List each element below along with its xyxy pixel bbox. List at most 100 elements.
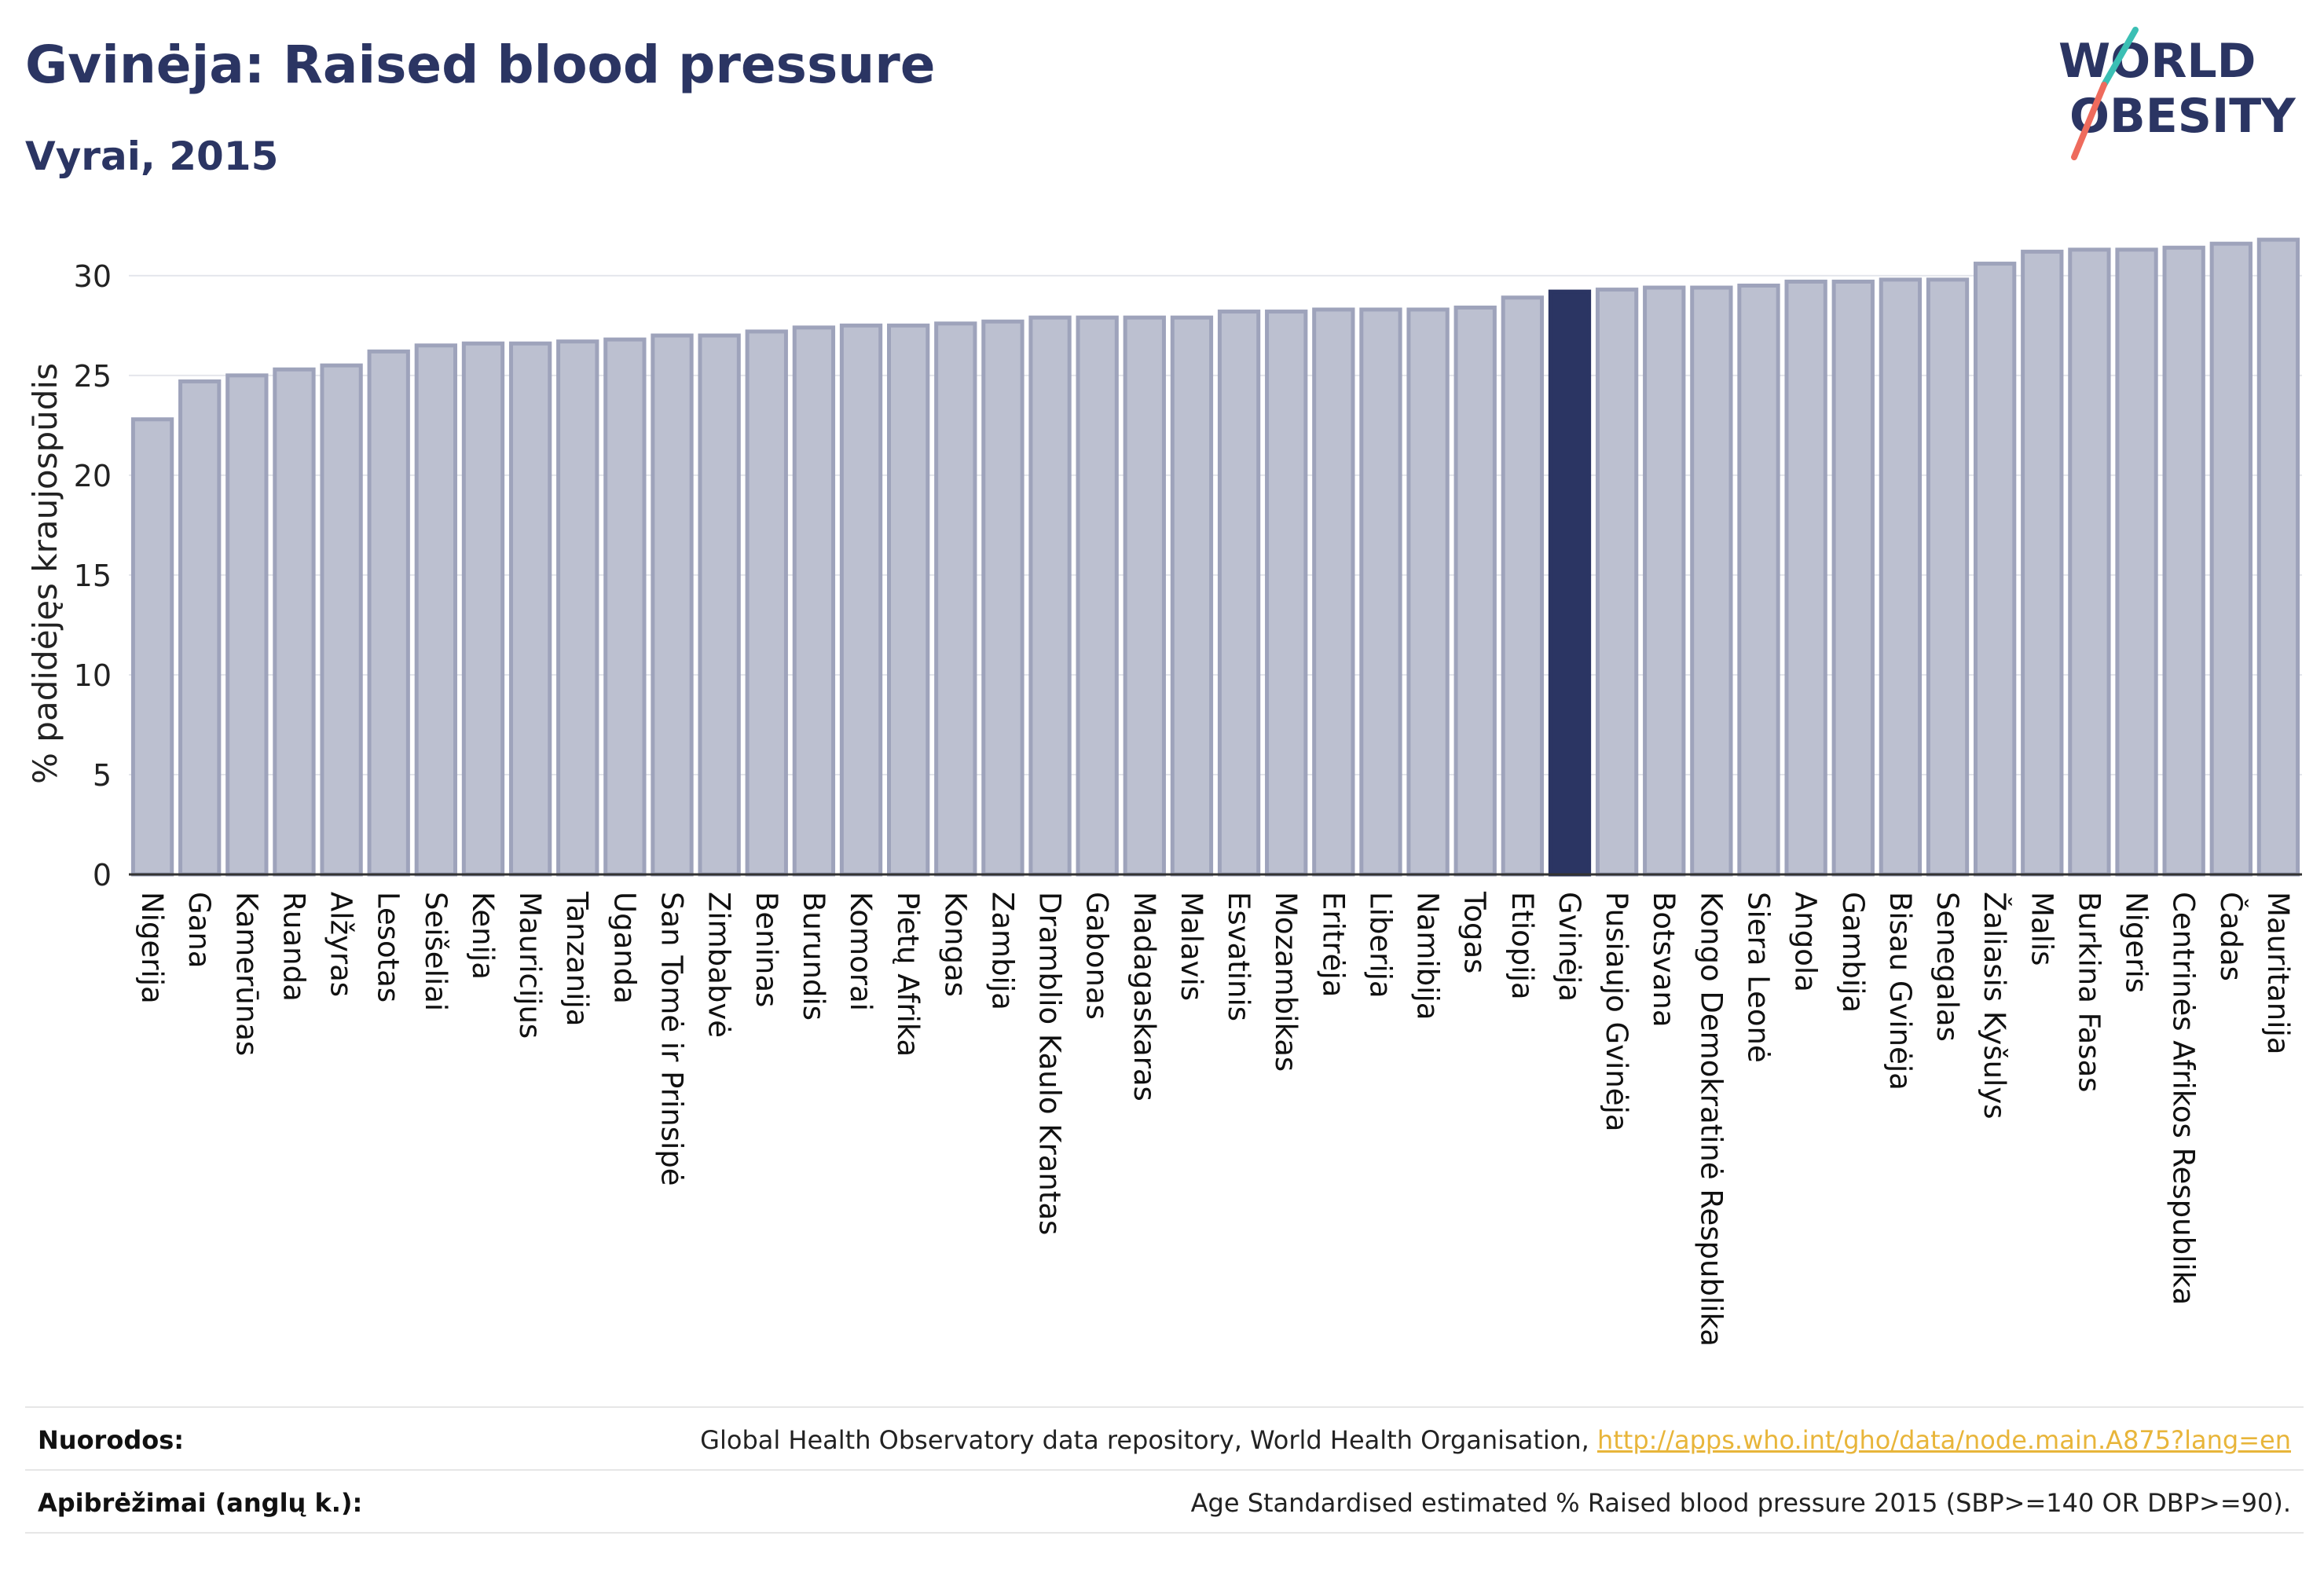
x-tick-label: Dramblio Kaulo Krantas — [1033, 892, 1067, 1235]
bar — [367, 349, 410, 877]
bar — [1973, 262, 2017, 877]
x-tick-label: Botsvana — [1647, 892, 1681, 1028]
bar — [745, 329, 788, 877]
x-tick-label: Ruanda — [277, 892, 310, 1002]
x-tick-label: Beninas — [750, 892, 783, 1007]
bar — [1028, 315, 1072, 877]
bar — [1265, 310, 1308, 877]
x-tick-label: Žaliasis Kyšulys — [1978, 892, 2012, 1120]
bar — [1217, 310, 1261, 877]
logo-slash-coral — [2071, 82, 2107, 160]
x-tick-label: Komorai — [844, 892, 878, 1011]
bar — [130, 417, 174, 877]
world-obesity-logo: WORLD OBESITY — [2058, 27, 2297, 160]
bar — [1501, 295, 1545, 877]
x-tick-label: Esvatinis — [1222, 892, 1255, 1021]
sources-label: Nuorodos: — [38, 1425, 185, 1455]
x-tick-label: Malis — [2025, 892, 2058, 966]
bar — [2256, 237, 2300, 877]
sources-link[interactable]: http://apps.who.int/gho/data/node.main.A… — [1596, 1425, 2291, 1455]
x-tick-label: Liberija — [1363, 892, 1397, 999]
y-tick-label: 15 — [74, 559, 112, 593]
bar — [1643, 285, 1686, 877]
logo-slash-teal — [2101, 27, 2139, 88]
sources-text: Global Health Observatory data repositor… — [700, 1425, 1597, 1455]
bar — [320, 363, 363, 877]
bar — [698, 333, 741, 877]
x-tick-label: Gana — [182, 892, 216, 968]
y-tick-label: 20 — [74, 459, 112, 493]
bar — [1595, 288, 1639, 877]
x-tick-label: Zimbabvė — [702, 892, 736, 1038]
x-tick-label: Uganda — [607, 892, 641, 1004]
x-tick-label: Seišeliai — [419, 892, 453, 1011]
bar — [1926, 277, 1970, 877]
bar — [839, 323, 883, 877]
x-tick-label: Etiopija — [1505, 892, 1539, 1000]
bar — [1453, 305, 1497, 877]
bar — [1359, 307, 1402, 877]
x-tick-label: Nigerija — [135, 892, 169, 1004]
bar — [934, 321, 977, 877]
bar — [1312, 307, 1355, 877]
bar — [1784, 279, 1827, 877]
x-tick-label: Bisau Gvinėja — [1883, 892, 1917, 1090]
bar — [2162, 245, 2205, 877]
bar-chart: 0 5 10 15 20 25 30 Nigerija Gana Kamerūnas Ruanda… — [26, 237, 2302, 1347]
footer-divider — [25, 1532, 2304, 1534]
bar — [2209, 241, 2253, 877]
x-tick-label: Pietų Afrika — [891, 892, 925, 1057]
y-tick-label: 25 — [74, 359, 112, 394]
x-tick-label: Madagaskaras — [1127, 892, 1161, 1101]
bar — [1406, 307, 1450, 877]
bar — [1690, 285, 1733, 877]
x-tick-label: Togas — [1458, 891, 1492, 973]
x-tick-label: Senegalas — [1930, 892, 1964, 1042]
x-tick-label: Zambija — [985, 892, 1019, 1010]
bar — [886, 323, 930, 877]
bar — [1170, 315, 1214, 877]
bar-highlight — [1548, 289, 1592, 877]
y-axis: 0 5 10 15 20 25 30 — [74, 259, 112, 892]
x-tick-label: Burkina Fasas — [2072, 892, 2106, 1092]
sources-row: Nuorodos: Global Health Observatory data… — [25, 1406, 2304, 1471]
bar — [2021, 249, 2064, 877]
x-tick-label: Nigeris — [2120, 892, 2154, 993]
y-tick-label: 5 — [93, 758, 112, 793]
x-tick-label: Mozambikas — [1269, 892, 1303, 1072]
bar — [981, 319, 1025, 877]
logo-line1: WORLD — [2058, 34, 2256, 89]
x-tick-label: Siera Leonė — [1742, 892, 1776, 1063]
definitions-row: Apibrėžimai (anglų k.): Age Standardised… — [25, 1469, 2304, 1534]
bar — [178, 379, 222, 877]
bar — [651, 333, 694, 877]
x-tick-label: Tanzanija — [560, 891, 594, 1026]
bar — [1737, 284, 1780, 877]
bar — [461, 341, 505, 877]
bar — [508, 341, 552, 877]
x-tick-label: Kongo Demokratinė Respublika — [1694, 892, 1728, 1347]
bar — [273, 367, 316, 877]
y-axis-label: % padidėjęs kraujospūdis — [26, 363, 64, 784]
bar — [1831, 279, 1875, 877]
page-title: Gvinėja: Raised blood pressure — [25, 35, 936, 95]
x-tick-label: Angola — [1789, 892, 1823, 992]
bar — [1879, 277, 1923, 877]
x-axis: Nigerija Gana Kamerūnas Ruanda Alžyras Lesota… — [129, 873, 2302, 1347]
x-tick-label: Burundis — [797, 892, 830, 1021]
x-tick-label: Gvinėja — [1552, 892, 1586, 1002]
y-tick-label: 10 — [74, 658, 112, 693]
definitions-value: Age Standardised estimated % Raised bloo… — [1190, 1488, 2291, 1518]
bar — [1076, 315, 1119, 877]
logo-line2: OBESITY — [2069, 89, 2297, 144]
y-tick-label: 30 — [74, 259, 112, 294]
x-tick-label: Lesotas — [372, 892, 405, 1002]
x-tick-label: Namibija — [1411, 892, 1445, 1020]
x-tick-label: Mauritanija — [2261, 892, 2295, 1054]
bar — [792, 325, 836, 877]
x-tick-label: Alžyras — [324, 892, 358, 997]
bar — [2115, 247, 2158, 877]
x-tick-label: Mauricijus — [513, 892, 547, 1039]
x-tick-label: Kongas — [938, 892, 972, 997]
bar — [2068, 247, 2111, 877]
